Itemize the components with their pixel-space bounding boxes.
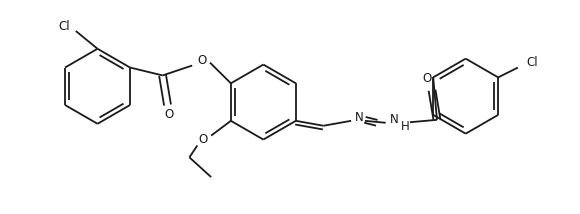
Text: O: O (197, 54, 206, 67)
Text: N: N (354, 111, 364, 124)
Text: Cl: Cl (58, 19, 70, 33)
Text: Cl: Cl (526, 56, 538, 69)
Text: N: N (390, 113, 399, 126)
Text: H: H (401, 120, 409, 133)
Text: O: O (422, 72, 432, 85)
Text: O: O (165, 108, 174, 121)
Text: O: O (198, 133, 208, 146)
